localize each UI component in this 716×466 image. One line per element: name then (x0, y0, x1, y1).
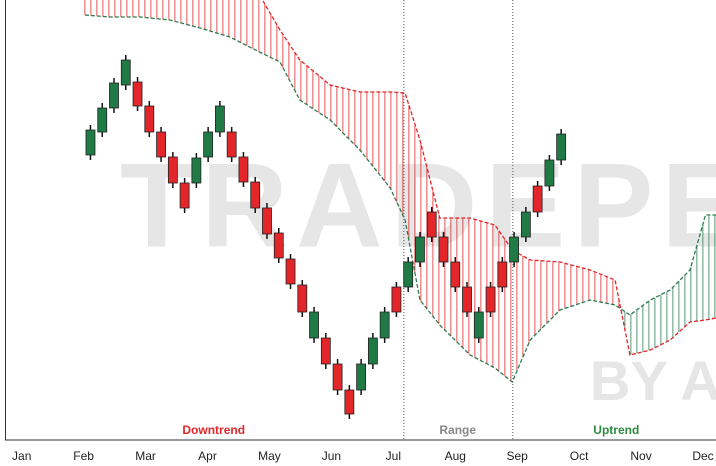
candle-body (462, 286, 472, 313)
candle-body (250, 181, 261, 209)
candle-body (238, 156, 249, 183)
candle-body (167, 156, 178, 184)
watermark: BY AVI (590, 349, 716, 412)
candle-body (262, 207, 272, 235)
candle-body (509, 236, 519, 263)
candle-body (450, 261, 461, 288)
candle-body (120, 59, 131, 86)
candle-body (520, 211, 531, 238)
candle-body (556, 133, 567, 161)
candle-body (285, 258, 296, 285)
x-tick-label: Nov (630, 449, 651, 463)
candle-body (144, 105, 155, 133)
annotation: Downtrend (182, 423, 245, 437)
candle-body (532, 185, 543, 213)
candle-body (132, 81, 143, 107)
cloud-line (261, 0, 716, 356)
candle-body (544, 159, 555, 187)
x-tick-label: Dec (692, 449, 713, 463)
candle-body (156, 131, 166, 158)
x-tick-label: Feb (73, 449, 94, 463)
candle-body (415, 236, 425, 263)
x-tick-label: Oct (570, 449, 589, 463)
candle-body (203, 131, 214, 158)
candle-body (273, 232, 284, 259)
annotation: Range (439, 423, 476, 437)
x-tick-label: Mar (135, 449, 156, 463)
candle-body (356, 363, 367, 391)
candle-body (391, 286, 402, 313)
x-tick-label: Jul (386, 449, 401, 463)
x-tick-label: Jun (322, 449, 341, 463)
annotation: Uptrend (593, 423, 639, 437)
plot-area (84, 0, 716, 440)
candle-body (320, 337, 331, 365)
candle-body (109, 82, 119, 109)
candle-body (403, 261, 414, 288)
candle-body (179, 182, 190, 209)
x-tick-label: Jan (12, 449, 31, 463)
candle-body (473, 311, 484, 339)
candle-body (85, 129, 96, 156)
candle-body (438, 236, 449, 263)
candle-body (379, 311, 390, 339)
candle-body (297, 284, 308, 313)
frame (5, 0, 716, 441)
candle-body (226, 131, 237, 158)
candle-body (309, 311, 319, 339)
cloud-line (84, 14, 716, 384)
candle-body (426, 211, 437, 238)
candle-body (367, 337, 378, 365)
x-tick-label: Sep (507, 449, 529, 463)
x-tick-label: Apr (198, 449, 217, 463)
candle-body (485, 286, 496, 313)
candle-body (97, 107, 108, 133)
candle-body (191, 157, 202, 184)
x-tick-label: Aug (445, 449, 466, 463)
x-tick-label: May (258, 449, 281, 463)
candle-body (497, 261, 508, 288)
candle-body (344, 389, 355, 415)
candle-body (332, 363, 343, 391)
candle-body (215, 105, 225, 133)
